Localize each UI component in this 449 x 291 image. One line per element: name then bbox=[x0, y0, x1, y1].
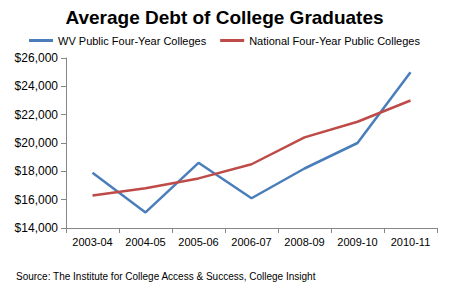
svg-text:$18,000: $18,000 bbox=[15, 164, 59, 178]
svg-text:2008-09: 2008-09 bbox=[284, 236, 324, 248]
svg-text:2009-10: 2009-10 bbox=[337, 236, 377, 248]
svg-text:National Four-Year Public Coll: National Four-Year Public Colleges bbox=[249, 35, 420, 47]
svg-text:2005-06: 2005-06 bbox=[178, 236, 218, 248]
svg-text:$22,000: $22,000 bbox=[15, 108, 59, 122]
svg-text:2004-05: 2004-05 bbox=[125, 236, 165, 248]
svg-text:2006-07: 2006-07 bbox=[231, 236, 271, 248]
svg-text:2010-11: 2010-11 bbox=[391, 236, 431, 248]
svg-text:$26,000: $26,000 bbox=[15, 51, 59, 65]
svg-text:Source: The Institute for Coll: Source: The Institute for College Access… bbox=[16, 271, 316, 282]
svg-text:$24,000: $24,000 bbox=[15, 79, 59, 93]
svg-text:WV Public Four-Year Colleges: WV Public Four-Year Colleges bbox=[58, 35, 207, 47]
svg-text:$16,000: $16,000 bbox=[15, 193, 59, 207]
svg-text:$14,000: $14,000 bbox=[15, 221, 59, 235]
svg-text:$20,000: $20,000 bbox=[15, 136, 59, 150]
svg-text:Average Debt of College Gradua: Average Debt of College Graduates bbox=[65, 7, 383, 28]
svg-text:2003-04: 2003-04 bbox=[72, 236, 112, 248]
